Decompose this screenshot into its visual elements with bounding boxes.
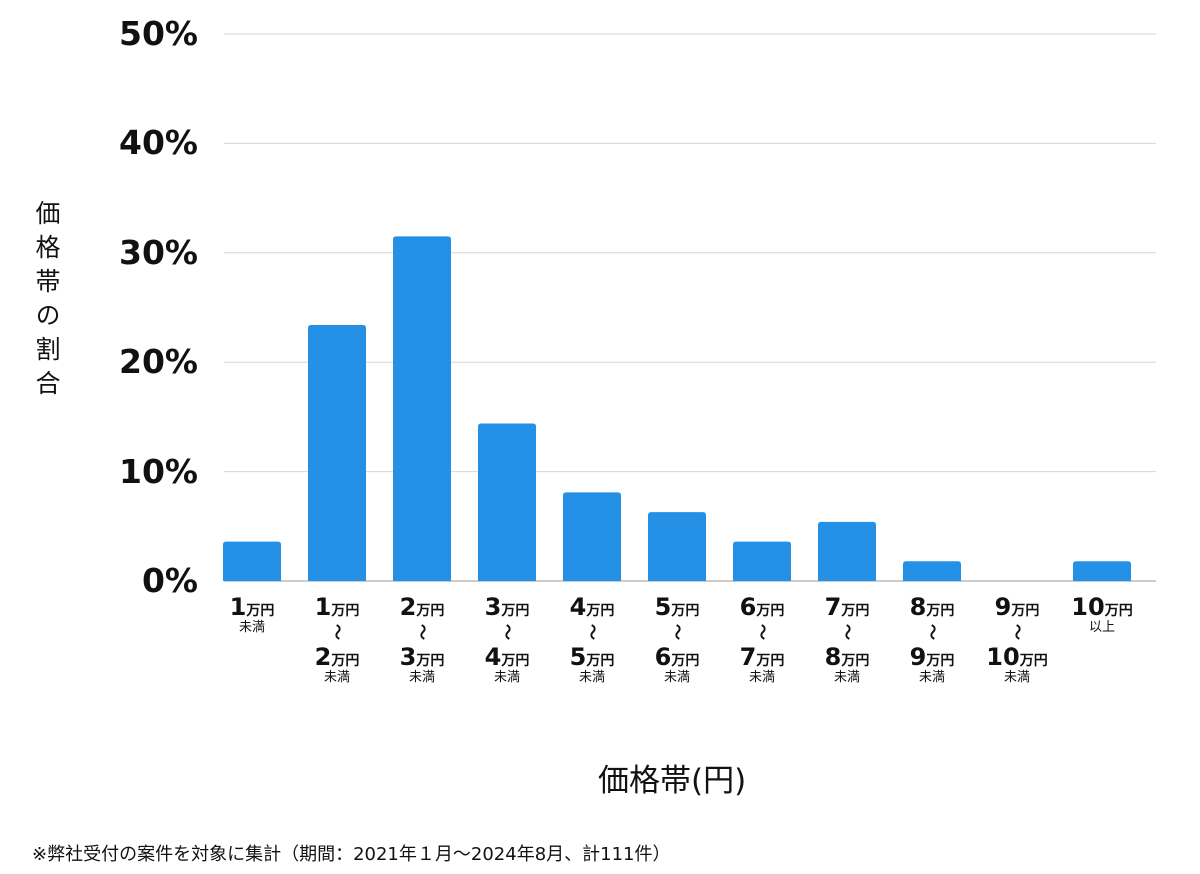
unit: 万円	[501, 603, 530, 619]
bar	[733, 541, 791, 581]
range-to: 9	[909, 643, 927, 671]
bar	[1073, 561, 1131, 581]
x-tick-label: 3万円〜 4万円 未満	[467, 594, 547, 684]
footnote: ※弊社受付の案件を対象に集計（期間：2021年１月〜2024年8月、計111件）	[32, 844, 671, 865]
bar	[903, 561, 961, 581]
range-mark: 〜	[583, 623, 602, 640]
unit: 万円	[1019, 653, 1048, 669]
range-from: 3	[484, 593, 502, 621]
range-suffix: 未満	[833, 670, 860, 685]
bar	[478, 423, 536, 581]
unit: 万円	[926, 603, 955, 619]
range-to: 3	[399, 643, 417, 671]
unit: 万円	[501, 653, 530, 669]
range-to: 2	[314, 643, 332, 671]
unit: 万円	[671, 653, 700, 669]
x-axis-label: 価格帯(円)	[598, 763, 747, 799]
unit: 万円	[671, 603, 700, 619]
range-suffix: 未満	[578, 670, 605, 685]
x-tick-label: 1万円〜 2万円 未満	[297, 594, 377, 684]
unit: 万円	[756, 603, 785, 619]
range-suffix: 未満	[323, 670, 350, 685]
unit: 万円	[926, 653, 955, 669]
range-from: 7	[824, 593, 842, 621]
x-tick-label: 7万円〜 8万円 未満	[807, 594, 887, 684]
y-tick-label: 40%	[119, 123, 198, 163]
x-tick-label: 10万円 以上	[1062, 594, 1142, 634]
bar	[223, 541, 281, 581]
x-tick-label: 5万円〜 6万円 未満	[637, 594, 717, 684]
bar	[648, 512, 706, 581]
range-to: 6	[654, 643, 672, 671]
range-to: 10	[986, 643, 1020, 671]
x-tick-label: 9万円〜 10万円 未満	[977, 594, 1057, 684]
x-tick-label: 8万円〜 9万円 未満	[892, 594, 972, 684]
y-tick-label: 20%	[119, 342, 198, 382]
range-from: 1	[314, 593, 332, 621]
range-from: 8	[909, 593, 927, 621]
bar	[393, 236, 451, 581]
range-to: 7	[739, 643, 757, 671]
range-from: 10	[1071, 593, 1105, 621]
range-suffix: 未満	[748, 670, 775, 685]
x-tick-label: 4万円〜 5万円 未満	[552, 594, 632, 684]
range-from: 4	[569, 593, 587, 621]
unit: 万円	[331, 653, 360, 669]
unit: 万円	[1104, 603, 1133, 619]
x-tick-label: 2万円〜 3万円 未満	[382, 594, 462, 684]
range-from: 2	[399, 593, 417, 621]
range-mark: 〜	[923, 623, 942, 640]
range-suffix: 未満	[918, 670, 945, 685]
bar	[818, 521, 876, 581]
unit: 万円	[416, 603, 445, 619]
unit: 万円	[756, 653, 785, 669]
range-mark: 〜	[668, 623, 687, 640]
unit: 万円	[246, 603, 275, 619]
range-from: 9	[994, 593, 1012, 621]
range-suffix: 未満	[1003, 670, 1030, 685]
unit: 万円	[1011, 603, 1040, 619]
range-mark: 〜	[413, 623, 432, 640]
range-from: 6	[739, 593, 757, 621]
range-mark: 〜	[838, 623, 857, 640]
unit: 万円	[331, 603, 360, 619]
range-mark: 〜	[328, 623, 347, 640]
range-from: 5	[654, 593, 672, 621]
unit: 万円	[416, 653, 445, 669]
range-suffix: 未満	[493, 670, 520, 685]
range-suffix: 未満	[663, 670, 690, 685]
range-suffix: 未満	[408, 670, 435, 685]
y-axis-label: 価格帯の割合	[32, 200, 61, 404]
range-suffix: 以上	[1088, 620, 1115, 635]
range-from: 1	[229, 593, 247, 621]
unit: 万円	[841, 653, 870, 669]
y-tick-label: 0%	[141, 561, 198, 600]
y-tick-label: 10%	[119, 451, 198, 491]
range-to: 5	[569, 643, 587, 671]
y-tick-label: 50%	[119, 14, 198, 53]
range-mark: 〜	[753, 623, 772, 640]
range-mark: 〜	[1008, 623, 1027, 640]
range-suffix: 未満	[238, 620, 265, 635]
bar	[563, 492, 621, 581]
y-tick-label: 30%	[119, 232, 198, 272]
unit: 万円	[586, 603, 615, 619]
range-to: 4	[484, 643, 502, 671]
range-mark: 〜	[498, 623, 517, 640]
x-tick-label: 1万円 未満	[212, 594, 292, 634]
range-to: 8	[824, 643, 842, 671]
unit: 万円	[586, 653, 615, 669]
bar	[308, 325, 366, 581]
unit: 万円	[841, 603, 870, 619]
x-tick-label: 6万円〜 7万円 未満	[722, 594, 802, 684]
